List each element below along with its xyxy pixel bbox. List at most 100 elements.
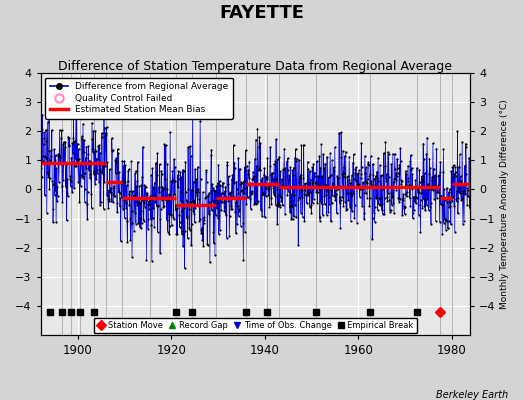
Point xyxy=(152,172,161,178)
Point xyxy=(327,187,335,193)
Point xyxy=(123,182,131,188)
Point xyxy=(367,178,376,184)
Point xyxy=(174,176,183,182)
Point xyxy=(53,184,61,190)
Point xyxy=(415,166,423,173)
Point xyxy=(315,214,324,220)
Point xyxy=(367,181,375,188)
Point xyxy=(37,148,45,154)
Point xyxy=(353,180,361,187)
Point xyxy=(232,199,240,206)
Point xyxy=(88,204,96,211)
Point xyxy=(343,189,352,196)
Point xyxy=(233,221,242,228)
Point xyxy=(73,159,81,166)
Point xyxy=(278,176,286,182)
Point xyxy=(268,182,276,188)
Point xyxy=(335,130,343,136)
Point xyxy=(370,218,379,225)
Point xyxy=(445,186,454,193)
Point xyxy=(49,206,58,212)
Point xyxy=(108,146,117,153)
Point xyxy=(412,195,421,201)
Point xyxy=(272,185,281,192)
Point xyxy=(183,198,191,204)
Point xyxy=(72,163,81,169)
Point xyxy=(428,173,436,180)
Point xyxy=(177,174,185,181)
Point xyxy=(354,170,363,176)
Point xyxy=(176,224,184,230)
Point xyxy=(178,230,186,237)
Point xyxy=(241,229,249,235)
Point xyxy=(399,195,407,201)
Point xyxy=(422,151,431,157)
Point xyxy=(89,128,97,134)
Point xyxy=(458,221,467,228)
Point xyxy=(336,194,344,200)
Point xyxy=(439,146,447,152)
Point xyxy=(439,169,447,175)
Point xyxy=(264,185,272,192)
Point xyxy=(228,176,237,182)
Point xyxy=(203,242,212,248)
Point xyxy=(126,216,134,222)
Point xyxy=(388,193,396,199)
Point xyxy=(420,203,429,210)
Point xyxy=(107,185,115,191)
Point xyxy=(152,203,161,210)
Point xyxy=(229,193,237,200)
Point xyxy=(351,166,359,172)
Point xyxy=(414,188,423,195)
Point xyxy=(429,140,437,146)
Point xyxy=(337,129,345,135)
Point xyxy=(416,202,424,208)
Point xyxy=(430,165,438,172)
Point xyxy=(380,211,388,217)
Point xyxy=(183,235,192,242)
Point xyxy=(246,196,254,202)
Point xyxy=(209,229,217,235)
Point xyxy=(40,135,49,142)
Point xyxy=(62,217,71,224)
Point xyxy=(190,197,199,204)
Point xyxy=(440,186,449,193)
Point xyxy=(255,144,263,151)
Point xyxy=(360,216,368,222)
Point xyxy=(77,183,85,190)
Point xyxy=(172,205,181,212)
Point xyxy=(142,257,150,263)
Point xyxy=(309,200,317,206)
Point xyxy=(79,175,87,181)
Point xyxy=(186,143,194,149)
Point xyxy=(228,172,237,178)
Point xyxy=(283,192,291,198)
Point xyxy=(103,124,111,131)
Point xyxy=(450,171,458,177)
Point xyxy=(184,144,192,150)
Point xyxy=(83,201,91,207)
Point xyxy=(283,155,292,161)
Point xyxy=(168,222,176,228)
Point xyxy=(42,138,50,144)
Point xyxy=(341,199,349,205)
Point xyxy=(204,211,213,218)
Point xyxy=(302,192,310,198)
Point xyxy=(410,206,418,213)
Point xyxy=(272,136,280,142)
Point xyxy=(215,212,223,218)
Point xyxy=(96,150,105,156)
Point xyxy=(116,203,124,210)
Point xyxy=(462,140,470,147)
Point xyxy=(79,173,88,180)
Point xyxy=(140,200,148,206)
Point xyxy=(249,168,257,175)
Point xyxy=(274,156,282,162)
Point xyxy=(332,191,340,197)
Point xyxy=(137,225,145,231)
Point xyxy=(342,207,351,213)
Point xyxy=(84,151,92,158)
Point xyxy=(86,170,94,177)
Point xyxy=(67,183,75,189)
Point xyxy=(189,178,198,185)
